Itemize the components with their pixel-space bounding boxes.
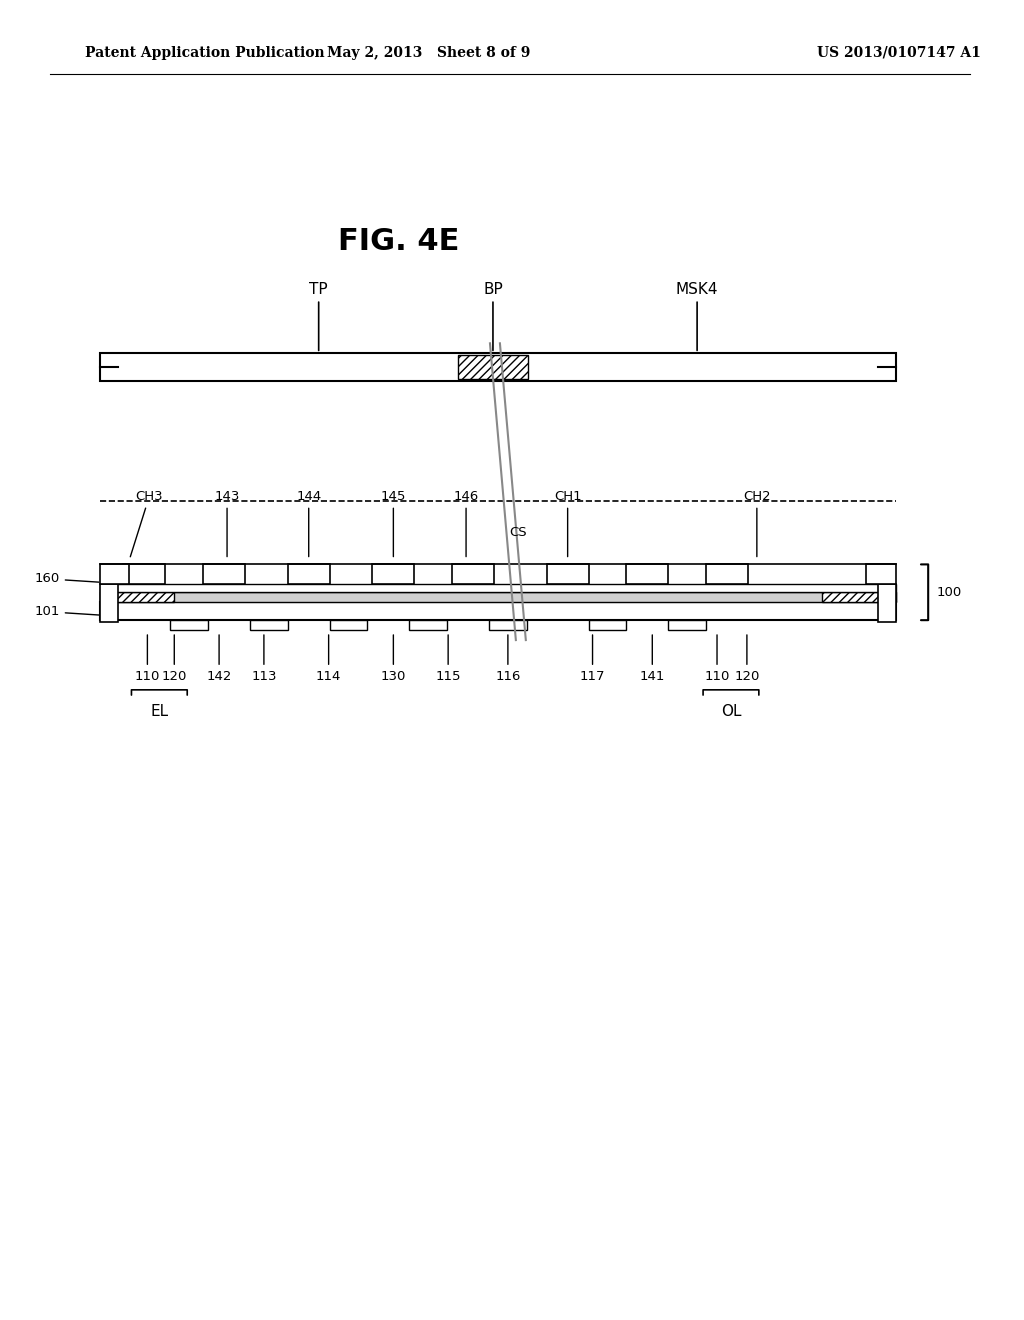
Bar bbox=[170, 620, 208, 630]
Text: CS: CS bbox=[509, 525, 526, 539]
Text: 114: 114 bbox=[316, 635, 341, 682]
Bar bbox=[373, 565, 415, 585]
Text: 120: 120 bbox=[162, 635, 187, 682]
Text: BP: BP bbox=[483, 281, 503, 351]
Text: US 2013/0107147 A1: US 2013/0107147 A1 bbox=[816, 45, 981, 59]
Text: 145: 145 bbox=[381, 490, 407, 557]
Bar bbox=[879, 585, 896, 622]
Text: 160: 160 bbox=[35, 573, 98, 585]
Bar bbox=[627, 565, 669, 585]
Text: CH3: CH3 bbox=[130, 490, 163, 557]
Bar bbox=[410, 620, 447, 630]
Text: MSK4: MSK4 bbox=[676, 281, 719, 351]
Bar bbox=[124, 565, 165, 585]
Text: TP: TP bbox=[309, 281, 328, 351]
Bar bbox=[99, 565, 129, 585]
Bar bbox=[99, 602, 896, 620]
Bar bbox=[458, 355, 527, 379]
Text: FIG. 4E: FIG. 4E bbox=[338, 227, 459, 256]
Bar bbox=[288, 565, 330, 585]
Text: OL: OL bbox=[721, 704, 741, 719]
Text: Patent Application Publication: Patent Application Publication bbox=[85, 45, 325, 59]
Bar bbox=[250, 620, 288, 630]
Bar bbox=[330, 620, 368, 630]
Bar bbox=[453, 565, 494, 585]
Text: 146: 146 bbox=[454, 490, 478, 557]
Text: 100: 100 bbox=[936, 586, 962, 599]
Text: 110: 110 bbox=[135, 635, 160, 682]
Bar bbox=[821, 593, 896, 602]
Bar bbox=[203, 565, 245, 585]
Text: May 2, 2013   Sheet 8 of 9: May 2, 2013 Sheet 8 of 9 bbox=[327, 45, 529, 59]
Text: 116: 116 bbox=[496, 635, 520, 682]
Bar bbox=[589, 620, 627, 630]
Text: 143: 143 bbox=[214, 490, 240, 557]
Text: 141: 141 bbox=[640, 635, 665, 682]
Bar bbox=[547, 565, 589, 585]
Text: 117: 117 bbox=[580, 635, 605, 682]
Text: 142: 142 bbox=[207, 635, 231, 682]
Text: 115: 115 bbox=[435, 635, 461, 682]
Text: 120: 120 bbox=[734, 635, 760, 682]
Text: EL: EL bbox=[151, 704, 168, 719]
Text: 130: 130 bbox=[381, 635, 407, 682]
Text: 113: 113 bbox=[251, 635, 276, 682]
Bar bbox=[99, 593, 174, 602]
Text: 101: 101 bbox=[35, 605, 98, 618]
Bar bbox=[99, 585, 118, 622]
Bar bbox=[707, 565, 748, 585]
Text: CH1: CH1 bbox=[554, 490, 582, 557]
Bar bbox=[489, 620, 526, 630]
Bar bbox=[669, 620, 707, 630]
Bar bbox=[866, 565, 896, 585]
Text: CH2: CH2 bbox=[743, 490, 771, 557]
Text: 110: 110 bbox=[705, 635, 730, 682]
Text: 144: 144 bbox=[296, 490, 322, 557]
Bar bbox=[99, 354, 896, 381]
Bar bbox=[99, 593, 896, 602]
Bar bbox=[99, 585, 896, 593]
